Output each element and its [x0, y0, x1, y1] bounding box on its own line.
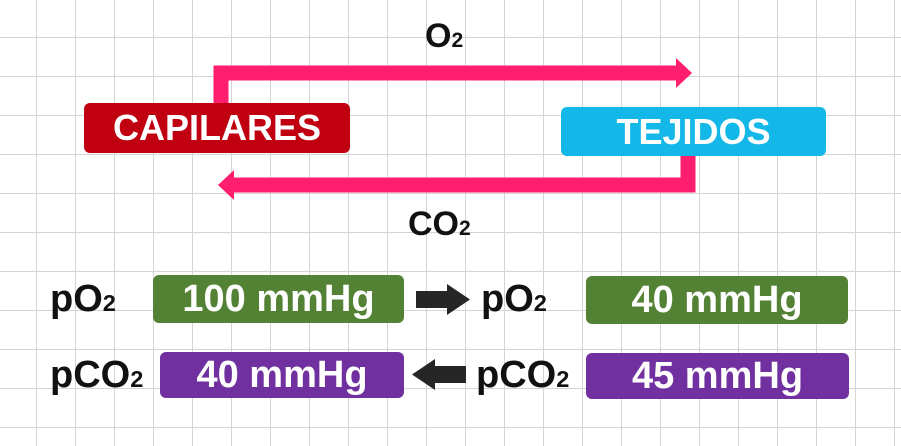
pco2-capilares-label: pCO2: [50, 354, 144, 396]
o2-flow-label: O2: [425, 17, 464, 55]
tejidos-label: TEJIDOS: [616, 110, 771, 152]
pco2-tejidos-label: pCO2: [476, 354, 570, 396]
pco2-capilares-value: 40 mmHg: [160, 352, 404, 398]
co2-flow-arrow-line: [232, 156, 696, 193]
po2-tejidos-value: 40 mmHg: [586, 276, 848, 324]
capilares-box: CAPILARES: [84, 103, 350, 153]
co2-gradient-arrow: [412, 359, 466, 390]
po2-capilares-value: 100 mmHg: [153, 275, 404, 323]
pco2-tejidos-value: 45 mmHg: [586, 353, 849, 399]
o2-flow-arrow-line: [213, 65, 678, 104]
capilares-label: CAPILARES: [112, 107, 322, 148]
co2-flow-arrowhead: [218, 170, 234, 200]
po2-tejidos-label: pO2: [481, 278, 547, 320]
po2-capilares-label: pO2: [50, 278, 116, 320]
o2-gradient-arrow: [416, 284, 470, 315]
o2-flow-arrowhead: [676, 58, 692, 88]
tejidos-box: TEJIDOS: [561, 107, 826, 156]
co2-flow-label: CO2: [408, 205, 471, 243]
